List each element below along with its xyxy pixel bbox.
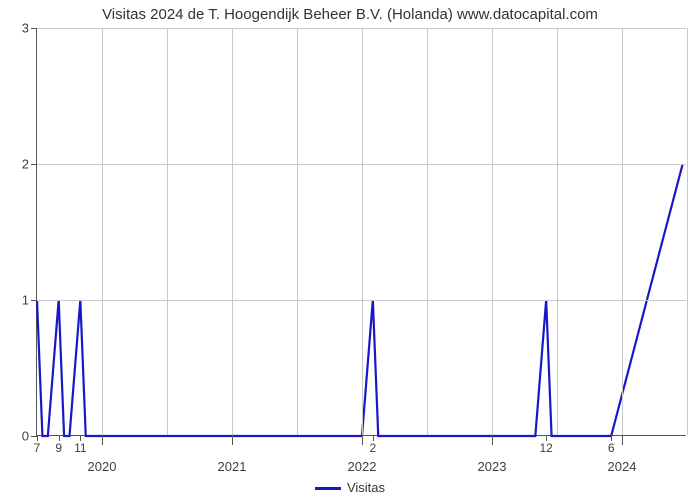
legend-label: Visitas bbox=[347, 480, 385, 495]
vgrid-line bbox=[167, 28, 168, 435]
vgrid-line bbox=[297, 28, 298, 435]
vgrid-line bbox=[427, 28, 428, 435]
xtick-mark-year bbox=[232, 435, 233, 445]
chart-title: Visitas 2024 de T. Hoogendijk Beheer B.V… bbox=[0, 6, 700, 23]
vgrid-line bbox=[102, 28, 103, 435]
ytick-label: 3 bbox=[22, 21, 29, 36]
xtick-label-month: 2 bbox=[369, 441, 376, 455]
visits-line-chart: Visitas 2024 de T. Hoogendijk Beheer B.V… bbox=[0, 0, 700, 500]
xtick-mark-year bbox=[622, 435, 623, 445]
vgrid-line bbox=[232, 28, 233, 435]
vgrid-line bbox=[687, 28, 688, 435]
xtick-mark-year bbox=[102, 435, 103, 445]
xtick-label-month: 9 bbox=[55, 441, 62, 455]
ytick-label: 0 bbox=[22, 429, 29, 444]
plot-area: 01237911212620202021202220232024 bbox=[36, 28, 686, 436]
xtick-label-year: 2024 bbox=[608, 459, 637, 474]
xtick-label-month: 7 bbox=[34, 441, 41, 455]
ytick-mark bbox=[31, 300, 37, 301]
legend-swatch bbox=[315, 487, 341, 490]
xtick-label-year: 2023 bbox=[478, 459, 507, 474]
xtick-label-year: 2022 bbox=[348, 459, 377, 474]
ytick-label: 1 bbox=[22, 293, 29, 308]
xtick-label-month: 12 bbox=[539, 441, 552, 455]
ytick-mark bbox=[31, 164, 37, 165]
vgrid-line bbox=[492, 28, 493, 435]
xtick-label-year: 2020 bbox=[88, 459, 117, 474]
chart-legend: Visitas bbox=[0, 480, 700, 495]
xtick-mark-year bbox=[492, 435, 493, 445]
vgrid-line bbox=[622, 28, 623, 435]
xtick-label-month: 6 bbox=[608, 441, 615, 455]
ytick-mark bbox=[31, 28, 37, 29]
xtick-mark-year bbox=[362, 435, 363, 445]
vgrid-line bbox=[362, 28, 363, 435]
xtick-label-year: 2021 bbox=[218, 459, 247, 474]
ytick-label: 2 bbox=[22, 157, 29, 172]
xtick-label-month: 11 bbox=[74, 441, 86, 455]
vgrid-line bbox=[557, 28, 558, 435]
